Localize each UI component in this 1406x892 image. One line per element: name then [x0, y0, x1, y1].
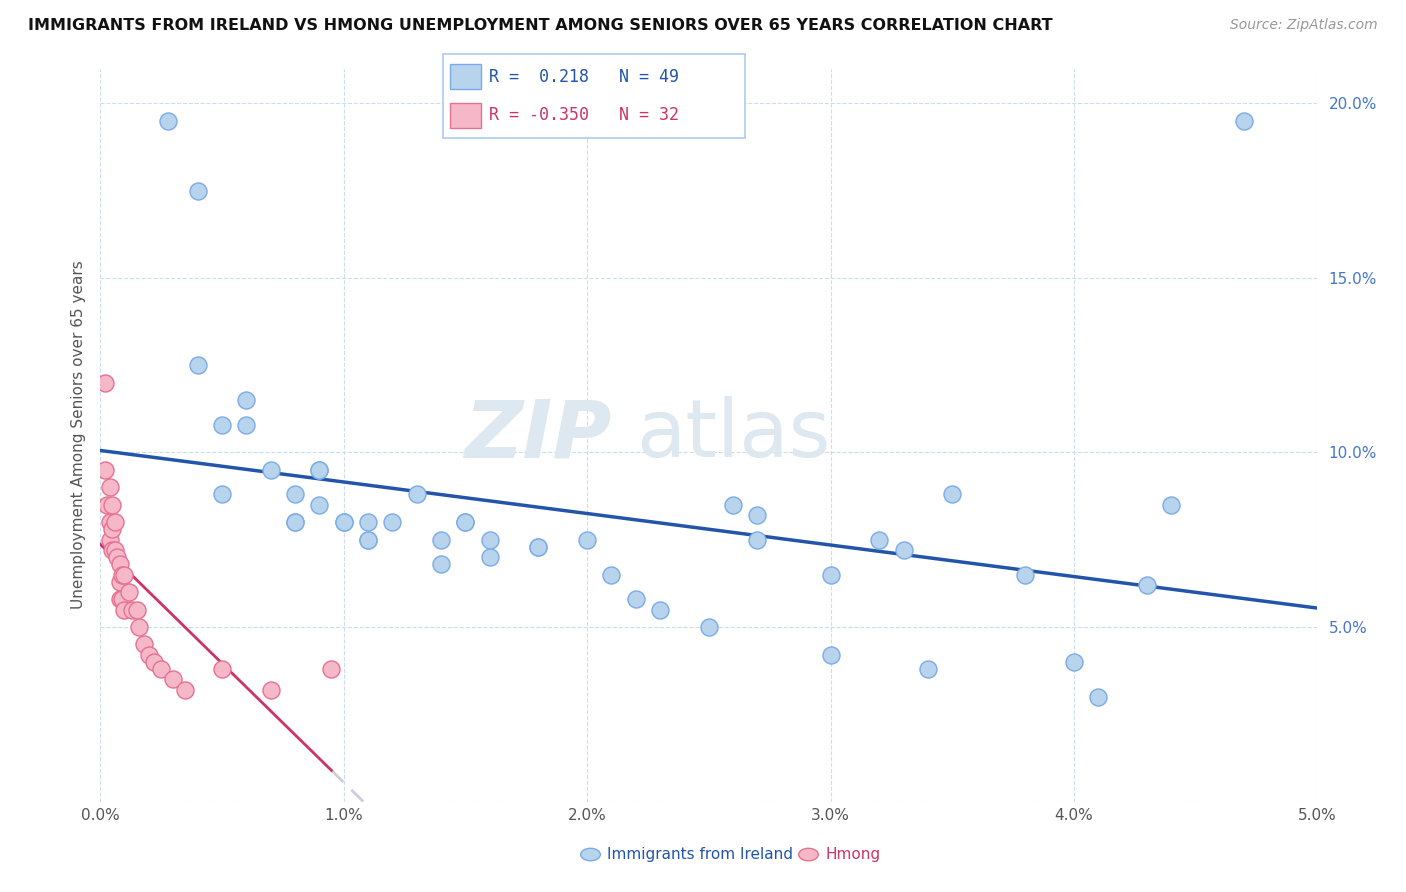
- Point: [98, 480, 121, 494]
- Point: [114, 567, 136, 582]
- Point: [284, 516, 307, 530]
- Point: [357, 516, 380, 530]
- Point: [478, 533, 501, 547]
- Point: [747, 533, 769, 547]
- Point: [284, 516, 307, 530]
- Point: [1136, 578, 1159, 592]
- Point: [1063, 655, 1085, 669]
- Point: [211, 487, 233, 501]
- Point: [98, 516, 121, 530]
- Point: [600, 567, 623, 582]
- Point: [624, 592, 647, 607]
- Point: [357, 533, 380, 547]
- Point: [308, 498, 330, 512]
- Point: [332, 516, 354, 530]
- Point: [308, 463, 330, 477]
- Point: [104, 516, 127, 530]
- Point: [321, 662, 343, 676]
- Point: [114, 602, 136, 616]
- Point: [893, 543, 915, 558]
- Point: [157, 114, 180, 128]
- Point: [648, 602, 671, 616]
- Point: [332, 516, 354, 530]
- Point: [284, 487, 307, 501]
- Point: [941, 487, 963, 501]
- Point: [527, 540, 550, 554]
- Point: [101, 498, 124, 512]
- Text: atlas: atlas: [636, 396, 830, 474]
- Point: [430, 533, 453, 547]
- Point: [186, 184, 208, 198]
- Point: [132, 637, 155, 651]
- Point: [94, 463, 117, 477]
- Point: [576, 533, 599, 547]
- Point: [868, 533, 890, 547]
- Point: [1087, 690, 1109, 704]
- Point: [259, 463, 281, 477]
- Text: ZIP: ZIP: [464, 396, 612, 474]
- Point: [111, 567, 134, 582]
- Point: [1014, 567, 1036, 582]
- Point: [454, 516, 477, 530]
- Point: [454, 516, 477, 530]
- Point: [211, 417, 233, 432]
- Point: [186, 358, 208, 372]
- Point: [94, 376, 117, 390]
- Point: [142, 655, 165, 669]
- Point: [478, 550, 501, 565]
- Point: [917, 662, 939, 676]
- Text: R =  0.218   N = 49: R = 0.218 N = 49: [489, 68, 679, 86]
- Point: [235, 417, 257, 432]
- Point: [1160, 498, 1182, 512]
- Point: [111, 592, 134, 607]
- Point: [820, 567, 842, 582]
- Point: [138, 648, 160, 662]
- Point: [235, 393, 257, 408]
- Text: Immigrants from Ireland: Immigrants from Ireland: [607, 847, 793, 862]
- Point: [430, 557, 453, 571]
- Point: [697, 620, 720, 634]
- Point: [104, 543, 127, 558]
- Point: [259, 682, 281, 697]
- Point: [108, 557, 131, 571]
- Point: [405, 487, 427, 501]
- Point: [174, 682, 197, 697]
- Point: [108, 574, 131, 589]
- Point: [1233, 114, 1256, 128]
- Point: [98, 533, 121, 547]
- Point: [96, 498, 118, 512]
- Point: [820, 648, 842, 662]
- Point: [105, 550, 128, 565]
- Point: [118, 585, 141, 599]
- Point: [381, 516, 404, 530]
- Point: [101, 522, 124, 536]
- Point: [108, 592, 131, 607]
- Y-axis label: Unemployment Among Seniors over 65 years: Unemployment Among Seniors over 65 years: [72, 260, 86, 609]
- Point: [527, 540, 550, 554]
- Point: [357, 533, 380, 547]
- Point: [721, 498, 744, 512]
- Text: Source: ZipAtlas.com: Source: ZipAtlas.com: [1230, 18, 1378, 32]
- Point: [747, 508, 769, 523]
- Text: Hmong: Hmong: [825, 847, 880, 862]
- Point: [150, 662, 173, 676]
- Point: [162, 673, 184, 687]
- Text: R = -0.350   N = 32: R = -0.350 N = 32: [489, 106, 679, 124]
- Point: [308, 463, 330, 477]
- Point: [121, 602, 143, 616]
- Point: [128, 620, 150, 634]
- Text: IMMIGRANTS FROM IRELAND VS HMONG UNEMPLOYMENT AMONG SENIORS OVER 65 YEARS CORREL: IMMIGRANTS FROM IRELAND VS HMONG UNEMPLO…: [28, 18, 1053, 33]
- Point: [211, 662, 233, 676]
- Point: [101, 543, 124, 558]
- Point: [125, 602, 148, 616]
